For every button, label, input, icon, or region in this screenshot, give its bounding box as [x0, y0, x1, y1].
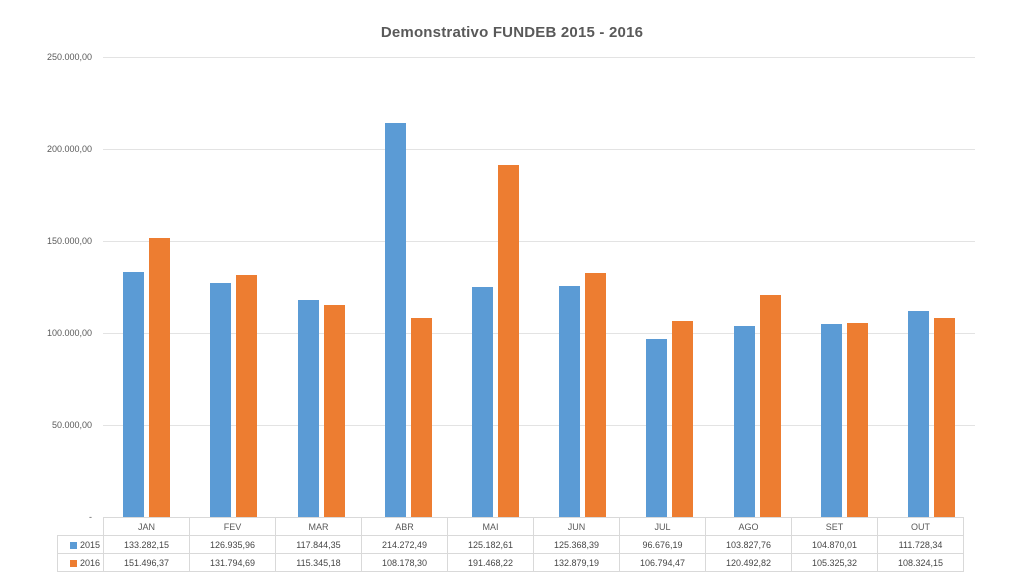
bar-2015-out	[907, 311, 929, 517]
bar-group-ago	[713, 57, 800, 517]
table-cell-2015-ago: 103.827,76	[705, 535, 792, 554]
table-corner-cell	[58, 518, 104, 536]
bar-group-mar	[277, 57, 364, 517]
gridline	[103, 57, 975, 58]
bar-2015-set	[820, 324, 842, 517]
table-cell-2016-ago: 120.492,82	[705, 553, 792, 572]
bar-group-mai	[452, 57, 539, 517]
y-axis-tick-label: 150.000,00	[46, 236, 92, 246]
y-axis-tick-label: 50.000,00	[51, 420, 92, 430]
table-row-2015: 2015 133.282,15 126.935,96 117.844,35 214.27…	[57, 535, 964, 554]
table-cell-2015-out: 111.728,34	[877, 535, 964, 554]
bar-2016-jan	[149, 238, 171, 517]
table-cell-2016-set: 105.325,32	[791, 553, 878, 572]
bar-group-abr	[365, 57, 452, 517]
bar-group-jan	[103, 57, 190, 517]
table-header-cell-ago: AGO	[705, 517, 792, 536]
table-cell-2015-mai: 125.182,61	[447, 535, 534, 554]
bar-group-fev	[190, 57, 277, 517]
legend-label-2016: 2016	[79, 557, 100, 568]
table-cell-2015-mar: 117.844,35	[275, 535, 362, 554]
legend-key-2015: 2015	[57, 535, 104, 554]
table-header-row: JAN FEV MAR ABR MAI JUN JUL AGO SET OUT	[58, 517, 964, 536]
bar-2016-fev	[236, 274, 258, 517]
table-cell-2016-jun: 132.879,19	[533, 553, 620, 572]
legend-key-2016: 2016	[57, 553, 104, 572]
table-row-2016: 2016 151.496,37 131.794,69 115.345,18 108.17…	[57, 553, 964, 572]
bar-group-jul	[626, 57, 713, 517]
table-header-cell-out: OUT	[877, 517, 964, 536]
bar-2015-abr	[384, 122, 406, 517]
table-cell-2015-abr: 214.272,49	[361, 535, 448, 554]
y-axis-tick-label: 100.000,00	[46, 328, 92, 338]
table-cell-2016-mar: 115.345,18	[275, 553, 362, 572]
bar-2015-jun	[559, 286, 581, 517]
bar-group-out	[888, 57, 975, 517]
legend-label-2015: 2015	[79, 539, 100, 550]
table-cell-2015-jan: 133.282,15	[103, 535, 190, 554]
table-header-cell-jan: JAN	[103, 517, 190, 536]
bar-2015-fev	[210, 283, 232, 517]
legend-swatch-2015	[69, 541, 77, 549]
legend-swatch-2016	[69, 559, 77, 567]
table-cell-2016-jul: 106.794,47	[619, 553, 706, 572]
y-axis-tick-label: 200.000,00	[46, 144, 92, 154]
bar-2016-jul	[672, 320, 694, 517]
bar-group-jun	[539, 57, 626, 517]
table-header-cell-fev: FEV	[189, 517, 276, 536]
bar-2015-jan	[123, 271, 145, 517]
table-cell-2016-out: 108.324,15	[877, 553, 964, 572]
bar-2016-ago	[759, 295, 781, 517]
chart-title: Demonstrativo FUNDEB 2015 - 2016	[380, 24, 644, 41]
gridline	[103, 149, 975, 150]
table-header-cell-abr: ABR	[361, 517, 448, 536]
bar-2016-mai	[497, 164, 519, 517]
data-table: JAN FEV MAR ABR MAI JUN JUL AGO SET OUT 2015 133.28…	[57, 517, 964, 572]
bar-2016-mar	[323, 304, 345, 517]
gridline	[103, 425, 975, 426]
plot-area	[103, 57, 975, 517]
bar-2015-jul	[646, 339, 668, 517]
table-cell-2015-fev: 126.935,96	[189, 535, 276, 554]
table-header-cell-mai: MAI	[447, 517, 534, 536]
table-header-cell-mar: MAR	[275, 517, 362, 536]
bar-2015-mar	[297, 300, 319, 517]
table-cell-2015-jul: 96.676,19	[619, 535, 706, 554]
table-cell-2016-abr: 108.178,30	[361, 553, 448, 572]
table-header-cell-jun: JUN	[533, 517, 620, 536]
y-axis-tick-label: -	[89, 512, 92, 522]
gridline	[103, 241, 975, 242]
table-cell-2016-jan: 151.496,37	[103, 553, 190, 572]
gridline	[103, 333, 975, 334]
bar-group-set	[801, 57, 888, 517]
bar-2016-abr	[410, 317, 432, 517]
table-cell-2016-mai: 191.468,22	[447, 553, 534, 572]
table-cell-2016-fev: 131.794,69	[189, 553, 276, 572]
bar-2016-out	[933, 317, 955, 517]
bar-2016-set	[846, 323, 868, 517]
table-cell-2015-jun: 125.368,39	[533, 535, 620, 554]
bar-2015-mai	[471, 286, 493, 517]
table-header-cell-jul: JUL	[619, 517, 706, 536]
table-cell-2015-set: 104.870,01	[791, 535, 878, 554]
bar-2015-ago	[733, 325, 755, 517]
y-axis-tick-label: 250.000,00	[46, 52, 92, 62]
table-header-cell-set: SET	[791, 517, 878, 536]
bar-2016-jun	[585, 272, 607, 517]
